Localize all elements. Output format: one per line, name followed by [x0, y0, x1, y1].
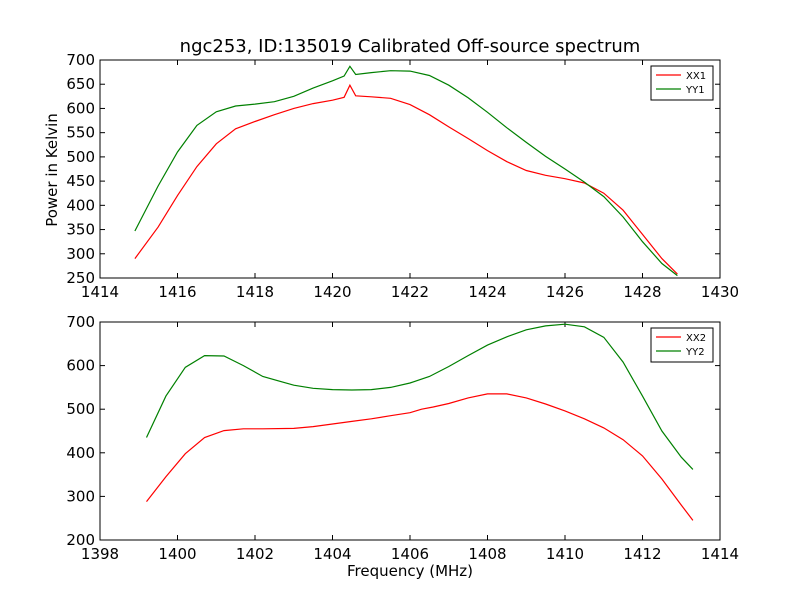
series-line-yy2: [145, 323, 694, 470]
x-tick-label: 1404: [313, 545, 351, 563]
y-tick-label: 300: [66, 245, 95, 263]
y-tick-label: 600: [66, 357, 95, 375]
legend-box: [650, 327, 714, 363]
x-tick-label: 1410: [546, 545, 584, 563]
x-tick-label: 1428: [623, 283, 661, 301]
y-tick-label: 700: [66, 51, 95, 69]
x-tick-label: 1420: [313, 283, 351, 301]
chart-title: ngc253, ID:135019 Calibrated Off-source …: [180, 36, 641, 57]
y-tick-label: 200: [66, 531, 95, 549]
x-tick-label: 1426: [546, 283, 584, 301]
plot-frame: [99, 321, 721, 541]
x-axis-label: Frequency (MHz): [347, 562, 473, 580]
bottom-subplot: 1398 1400 1402 1404 1406 1408 1410 1412 1414 200 3…: [66, 313, 739, 563]
y-tick-label: 300: [66, 487, 95, 505]
y-tick-label: 450: [66, 172, 95, 190]
legend-label-yy1: YY1: [685, 85, 705, 96]
x-tick-label: 1400: [158, 545, 196, 563]
legend-box: [650, 65, 714, 101]
x-tick-label: 1418: [236, 283, 274, 301]
y-tick-label: 550: [66, 124, 95, 142]
x-tick-label: 1422: [391, 283, 429, 301]
x-tick-label: 1402: [236, 545, 274, 563]
series-line-xx1: [134, 83, 678, 275]
x-tick-label: 1412: [623, 545, 661, 563]
top-subplot: 1414 1416 1418 1420 1422 1424 1426 1428 1430 250 3…: [66, 51, 739, 301]
series-line-xx2: [146, 393, 694, 521]
x-tick-label: 1430: [701, 283, 739, 301]
y-axis-label: Power in Kelvin: [43, 113, 61, 227]
legend-label-xx2: XX2: [686, 333, 706, 344]
y-tick-label: 500: [66, 400, 95, 418]
x-tick-label: 1398: [81, 545, 119, 563]
series-line-yy1: [134, 65, 678, 277]
x-tick-label: 1424: [468, 283, 506, 301]
x-tick-label: 1406: [391, 545, 429, 563]
x-tick-label: 1414: [701, 545, 739, 563]
y-tick-label: 400: [66, 444, 95, 462]
y-tick-label: 500: [66, 148, 95, 166]
x-tick-label: 1414: [81, 283, 119, 301]
legend-label-yy2: YY2: [685, 347, 705, 358]
y-tick-label: 250: [66, 269, 95, 287]
y-tick-label: 350: [66, 221, 95, 239]
plot-frame: [99, 59, 721, 279]
y-tick-label: 650: [66, 75, 95, 93]
x-tick-label: 1408: [468, 545, 506, 563]
legend-label-xx1: XX1: [686, 71, 706, 82]
y-tick-label: 600: [66, 99, 95, 117]
x-tick-label: 1416: [158, 283, 196, 301]
y-tick-label: 400: [66, 196, 95, 214]
y-tick-label: 700: [66, 313, 95, 331]
